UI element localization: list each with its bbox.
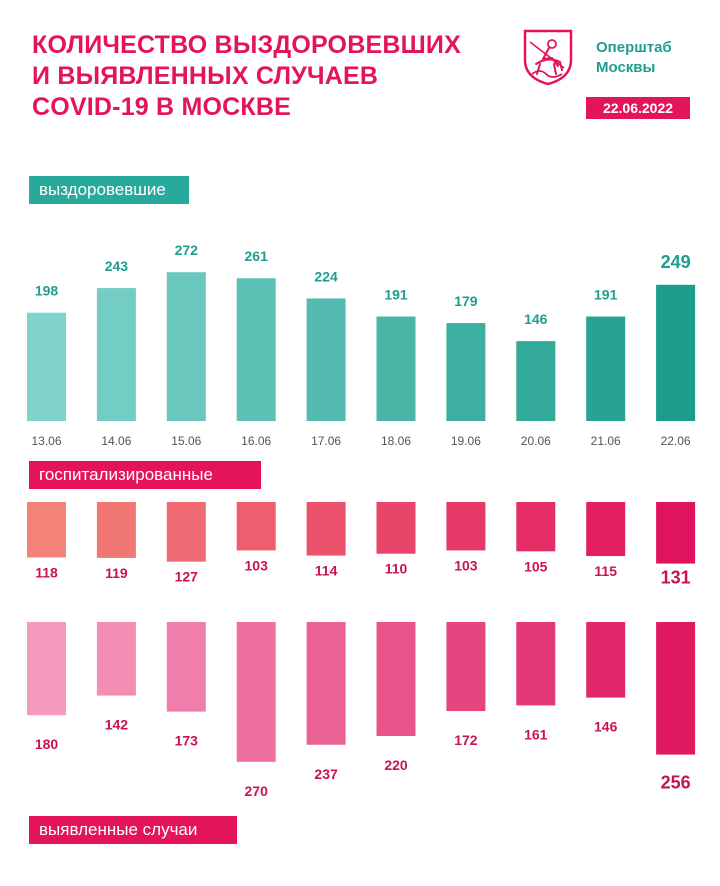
date-tick-15.06: 15.06 [171, 434, 201, 448]
cases-bar-13.06 [27, 622, 66, 716]
cases-section-label: выявленные случаи [29, 816, 237, 844]
recovered-value-21.06: 191 [594, 287, 618, 303]
recovered-value-15.06: 272 [175, 242, 199, 258]
recovered-value-13.06: 198 [35, 283, 59, 299]
hospitalized-value-14.06: 119 [105, 565, 128, 581]
hospitalized-bar-17.06 [306, 502, 346, 556]
recovered-bar-19.06 [446, 323, 486, 421]
cases-value-21.06: 146 [594, 719, 618, 735]
date-tick-13.06: 13.06 [31, 434, 61, 448]
recovered-value-14.06: 243 [105, 258, 129, 274]
cases-bar-19.06 [446, 622, 486, 712]
hospitalized-section-label: госпитализированные [29, 461, 261, 489]
cases-bar-15.06 [166, 622, 206, 712]
recovered-value-19.06: 179 [454, 293, 478, 309]
title-line-2: И ВЫЯВЛЕННЫХ СЛУЧАЕВ [32, 62, 379, 90]
hospitalized-value-17.06: 114 [315, 563, 338, 579]
recovered-value-20.06: 146 [524, 311, 548, 327]
date-tick-17.06: 17.06 [311, 434, 341, 448]
org-line-2: Москвы [596, 59, 656, 76]
page-title: КОЛИЧЕСТВО ВЫЗДОРОВЕВШИХ И ВЫЯВЛЕННЫХ СЛ… [32, 30, 461, 123]
cases-value-16.06: 270 [245, 783, 269, 799]
date-tick-21.06: 21.06 [591, 434, 621, 448]
org-line-1: Оперштаб [596, 39, 672, 56]
date-badge: 22.06.2022 [586, 97, 690, 119]
recovered-bar-18.06 [376, 316, 416, 421]
cases-bar-17.06 [306, 622, 346, 745]
recovered-bar-20.06 [516, 341, 556, 421]
cases-bar-18.06 [376, 622, 416, 736]
cases-value-14.06: 142 [105, 717, 129, 733]
cases-bar-22.06 [656, 622, 696, 755]
recovered-bar-21.06 [586, 316, 626, 421]
date-tick-18.06: 18.06 [381, 434, 411, 448]
cases-value-19.06: 172 [454, 732, 478, 748]
recovered-bar-13.06 [27, 312, 66, 421]
cases-value-18.06: 220 [384, 757, 408, 773]
hospitalized-value-21.06: 115 [594, 563, 617, 579]
hospitalized-bar-21.06 [586, 502, 626, 557]
cases-value-22.06: 256 [661, 773, 691, 793]
cases-bar-21.06 [586, 622, 626, 698]
recovered-value-22.06: 249 [661, 252, 691, 272]
cases-bar-14.06 [96, 622, 136, 696]
hospitalized-bar-14.06 [96, 502, 136, 558]
cases-bar-16.06 [236, 622, 276, 762]
hospitalized-value-18.06: 110 [385, 561, 408, 577]
title-line-3: COVID-19 В МОСКВЕ [32, 93, 291, 121]
recovered-value-18.06: 191 [384, 287, 408, 303]
recovered-value-17.06: 224 [314, 268, 338, 284]
recovered-section-label: выздоровевшие [29, 176, 189, 204]
date-tick-19.06: 19.06 [451, 434, 481, 448]
hospitalized-value-22.06: 131 [661, 568, 691, 588]
moscow-coat-of-arms-icon [523, 29, 573, 86]
org-name: Оперштаб Москвы [596, 38, 672, 78]
date-tick-22.06: 22.06 [661, 434, 691, 448]
hospitalized-bar-16.06 [236, 502, 276, 551]
date-tick-20.06: 20.06 [521, 434, 551, 448]
cases-bar-20.06 [516, 622, 556, 706]
cases-value-17.06: 237 [314, 766, 338, 782]
recovered-bar-14.06 [96, 288, 136, 421]
recovered-bar-15.06 [166, 272, 206, 421]
hospitalized-bar-13.06 [27, 502, 66, 558]
title-line-1: КОЛИЧЕСТВО ВЫЗДОРОВЕВШИХ [32, 31, 461, 59]
hospitalized-value-20.06: 105 [524, 558, 548, 574]
recovered-bar-17.06 [306, 298, 346, 421]
recovered-bar-16.06 [236, 278, 276, 421]
cases-value-20.06: 161 [524, 726, 548, 742]
hospitalized-bar-15.06 [166, 502, 206, 562]
recovered-bar-22.06 [656, 284, 696, 421]
hospitalized-value-19.06: 103 [454, 557, 478, 573]
hospitalized-bar-20.06 [516, 502, 556, 552]
hospitalized-bar-19.06 [446, 502, 486, 551]
hospitalized-bar-22.06 [656, 502, 696, 564]
hospitalized-value-16.06: 103 [245, 557, 269, 573]
recovered-value-16.06: 261 [245, 248, 269, 264]
hospitalized-value-15.06: 127 [175, 569, 199, 585]
hospitalized-value-13.06: 118 [35, 564, 58, 580]
date-tick-16.06: 16.06 [241, 434, 271, 448]
hospitalized-bar-18.06 [376, 502, 416, 554]
cases-value-15.06: 173 [175, 733, 199, 749]
cases-value-13.06: 180 [35, 736, 59, 752]
date-tick-14.06: 14.06 [101, 434, 131, 448]
